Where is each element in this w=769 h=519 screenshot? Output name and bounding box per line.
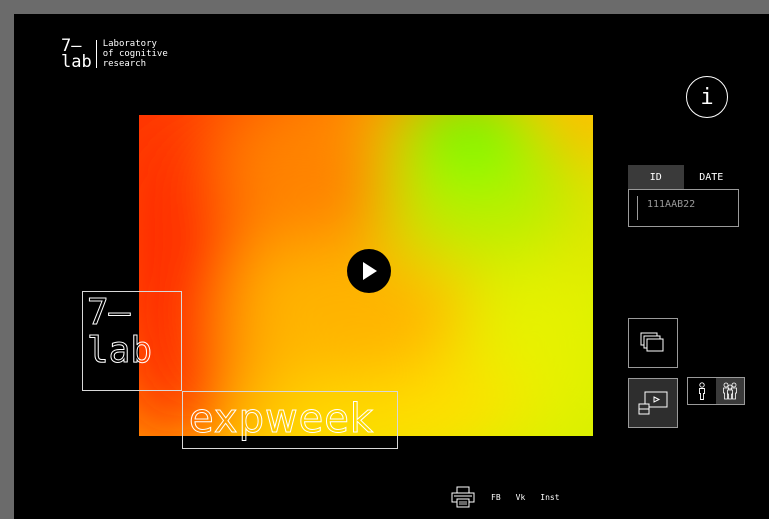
play-button[interactable] bbox=[347, 249, 391, 293]
app-window: 7— lab Laboratory of cognitive research … bbox=[14, 14, 769, 519]
layers-view-button[interactable] bbox=[628, 318, 678, 368]
single-person-option[interactable] bbox=[688, 378, 716, 404]
logo-text-line2: of cognitive bbox=[102, 49, 168, 59]
id-input-value: 111AAB22 bbox=[647, 199, 696, 210]
watermark-word-box: expweek bbox=[182, 391, 398, 449]
people-icon bbox=[723, 382, 737, 400]
footer: FB Vk Inst bbox=[451, 486, 560, 508]
logo-text-line3: research bbox=[102, 59, 147, 69]
person-icon bbox=[699, 382, 705, 400]
logo-divider bbox=[95, 40, 97, 68]
print-icon bbox=[451, 486, 475, 508]
logo-mark-line1: 7— bbox=[61, 36, 82, 56]
logo-mark: 7— lab bbox=[61, 36, 92, 72]
watermark-logo-text: 7— lab bbox=[86, 292, 153, 371]
layers-icon bbox=[640, 332, 664, 352]
viewer-mode-toggle bbox=[687, 377, 745, 405]
watermark-line1: 7— bbox=[86, 292, 131, 333]
watermark-line2: lab bbox=[86, 330, 153, 371]
info-button[interactable]: i bbox=[686, 76, 728, 118]
tab-id[interactable]: ID bbox=[628, 165, 684, 189]
tab-date[interactable]: DATE bbox=[699, 171, 724, 183]
video-icon bbox=[638, 391, 668, 415]
group-option[interactable] bbox=[716, 378, 744, 404]
play-icon bbox=[363, 262, 377, 280]
logo-text-line1: Laboratory bbox=[102, 39, 157, 49]
link-instagram[interactable]: Inst bbox=[540, 492, 560, 502]
link-facebook[interactable]: FB bbox=[491, 492, 501, 502]
print-button[interactable] bbox=[451, 486, 475, 508]
logo[interactable]: 7— lab Laboratory of cognitive research bbox=[61, 36, 168, 72]
logo-text: Laboratory of cognitive research bbox=[103, 39, 168, 69]
video-view-button[interactable] bbox=[628, 378, 678, 428]
watermark-logo-box: 7— lab bbox=[82, 291, 182, 391]
heatmap-video-preview[interactable] bbox=[139, 115, 593, 436]
info-icon: i bbox=[700, 84, 714, 110]
text-caret bbox=[637, 196, 638, 220]
logo-mark-line2: lab bbox=[61, 52, 92, 72]
link-vk[interactable]: Vk bbox=[515, 492, 526, 502]
watermark-word: expweek bbox=[188, 396, 375, 443]
search-tabs: ID DATE bbox=[628, 165, 739, 189]
id-input[interactable]: 111AAB22 bbox=[628, 189, 739, 227]
